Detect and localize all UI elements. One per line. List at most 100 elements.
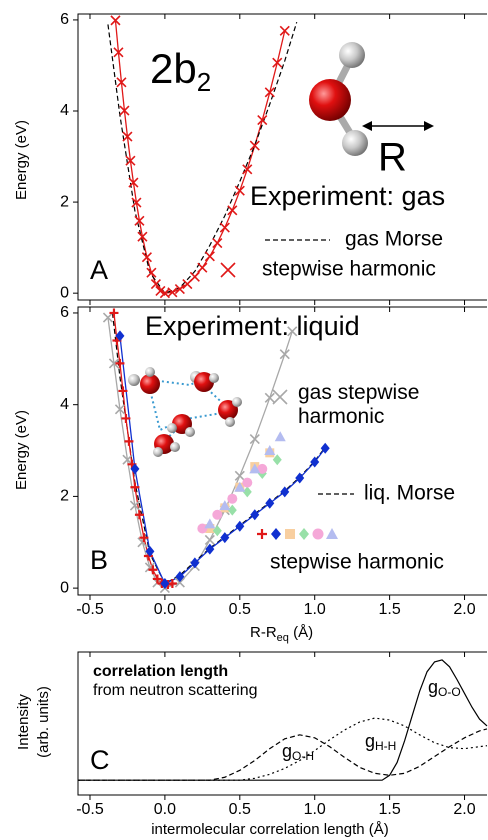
marker — [257, 115, 268, 126]
x-tick-label: 1.0 — [304, 601, 326, 618]
marker — [113, 47, 124, 58]
marker — [137, 231, 148, 242]
marker — [220, 532, 230, 544]
marker — [219, 500, 231, 511]
panel-letter: C — [90, 745, 110, 775]
marker — [189, 271, 200, 282]
x-label-unit: (Å) — [289, 624, 313, 641]
legend-label: liq. Morse — [364, 482, 455, 505]
marker — [116, 77, 127, 88]
marker — [272, 57, 283, 68]
plot-area — [78, 659, 488, 781]
marker — [219, 222, 230, 233]
x-tick-label: 0.5 — [229, 601, 251, 618]
panel-title: 2b2 — [150, 45, 211, 97]
x-tick-label: 1.5 — [378, 601, 400, 618]
marker — [134, 510, 144, 520]
marker — [272, 389, 288, 405]
legend-label: stepwise harmonic — [270, 551, 444, 574]
marker — [264, 392, 275, 403]
marker — [197, 523, 208, 534]
y-axis-label: Intensity — [15, 694, 32, 750]
marker — [242, 477, 253, 488]
marker — [242, 164, 253, 175]
curve-label-main: g — [365, 731, 375, 751]
marker — [125, 155, 136, 166]
y-tick-label: 4 — [60, 396, 69, 413]
marker — [115, 358, 125, 368]
axis-frame — [77, 651, 487, 796]
marker — [234, 470, 245, 481]
marker — [102, 312, 114, 323]
y-tick-label: 6 — [60, 11, 69, 28]
marker — [312, 528, 324, 540]
marker — [205, 524, 215, 534]
y-tick-label: 0 — [60, 579, 69, 596]
marker — [146, 267, 157, 278]
marker — [115, 330, 125, 342]
series-line — [107, 317, 293, 589]
curve-label-sub: O-H — [292, 749, 314, 763]
annotation: R — [378, 136, 407, 180]
marker — [234, 481, 246, 492]
marker — [295, 472, 305, 484]
x-tick-label: 0.5 — [229, 801, 251, 818]
cluster-illustration — [128, 367, 242, 457]
x-label-sub: eq — [277, 632, 289, 644]
subtitle: Experiment: gas — [250, 181, 445, 211]
panel-letter: B — [90, 545, 108, 575]
marker — [264, 87, 275, 98]
axis-frame — [77, 306, 487, 596]
title-main: 2b — [150, 45, 197, 92]
panel-title: correlation length — [93, 663, 228, 680]
marker — [114, 404, 126, 415]
marker — [212, 238, 223, 249]
x-tick-label: 1.5 — [378, 801, 400, 818]
marker — [122, 131, 133, 142]
marker — [131, 197, 142, 208]
marker — [152, 574, 162, 584]
title-sub: 2 — [197, 67, 211, 97]
cluster-illustration — [147, 379, 231, 441]
x-label-main: R-R — [250, 624, 277, 641]
marker — [141, 252, 152, 263]
marker — [190, 557, 200, 569]
marker — [264, 445, 276, 456]
marker — [174, 577, 185, 588]
y-tick-label: 2 — [60, 488, 69, 505]
marker — [175, 571, 185, 583]
marker — [108, 358, 120, 369]
marker — [134, 215, 145, 226]
y-tick-label: 4 — [60, 102, 69, 119]
marker — [197, 262, 208, 273]
marker — [235, 520, 245, 532]
marker — [310, 456, 320, 468]
marker — [122, 454, 133, 465]
marker — [118, 386, 128, 396]
x-tick-label: 2.0 — [453, 801, 475, 818]
marker — [137, 537, 148, 548]
y-tick-label: 0 — [60, 284, 69, 301]
curve-label: gH-H — [365, 731, 396, 753]
marker — [227, 504, 237, 516]
legend-label: stepwise harmonic — [262, 258, 436, 281]
curve-label-main: g — [428, 677, 438, 697]
series-line — [78, 659, 488, 781]
series-line — [111, 312, 326, 585]
y-tick-label: 6 — [60, 304, 69, 321]
x-axis-label: intermolecular correlation length (Å) — [151, 821, 389, 838]
marker — [299, 528, 309, 540]
series-line — [107, 22, 298, 294]
marker — [121, 413, 131, 423]
marker — [287, 326, 298, 337]
x-tick-label: -0.5 — [76, 801, 104, 818]
marker — [242, 486, 252, 498]
marker — [128, 177, 139, 188]
marker — [272, 454, 282, 466]
marker — [174, 284, 185, 295]
marker — [250, 509, 260, 521]
marker — [167, 287, 178, 298]
marker — [124, 436, 134, 446]
